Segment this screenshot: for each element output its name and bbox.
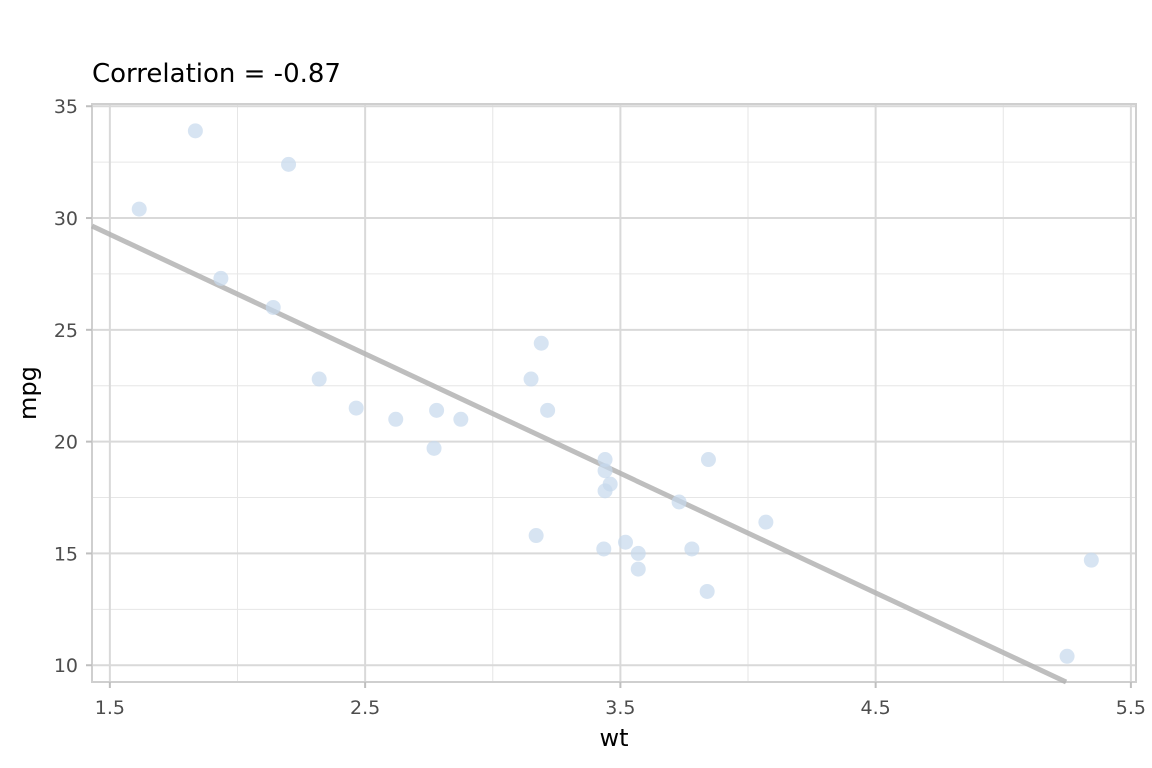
data-point bbox=[540, 402, 556, 418]
plot-panel-border bbox=[91, 103, 1137, 683]
data-point bbox=[523, 371, 539, 387]
fit-line-layer bbox=[90, 223, 1068, 685]
data-point bbox=[617, 534, 633, 550]
data-point bbox=[700, 452, 716, 468]
data-point bbox=[684, 541, 700, 557]
y-tick-label: 20 bbox=[54, 432, 78, 454]
x-tick-label: 4.5 bbox=[861, 697, 891, 719]
major-gridlines bbox=[92, 104, 1136, 682]
data-point bbox=[281, 156, 297, 172]
y-axis-title: mpg bbox=[14, 366, 42, 420]
data-point bbox=[596, 541, 612, 557]
data-point bbox=[1059, 648, 1075, 664]
data-point bbox=[671, 494, 687, 510]
data-point bbox=[597, 463, 613, 479]
y-tick-label: 30 bbox=[54, 208, 78, 230]
x-tick-label: 2.5 bbox=[350, 697, 380, 719]
y-tick-label: 25 bbox=[54, 320, 78, 342]
x-axis-title: wt bbox=[599, 724, 628, 752]
data-point bbox=[426, 440, 442, 456]
minor-gridlines bbox=[92, 104, 1136, 682]
data-point bbox=[187, 123, 203, 139]
data-point bbox=[453, 411, 469, 427]
data-point bbox=[348, 400, 364, 416]
data-point bbox=[311, 371, 327, 387]
data-point bbox=[528, 528, 544, 544]
data-point bbox=[699, 583, 715, 599]
x-tick-label: 3.5 bbox=[605, 697, 635, 719]
data-point bbox=[388, 411, 404, 427]
data-point bbox=[758, 514, 774, 530]
data-point bbox=[630, 545, 646, 561]
x-axis-ticks: 1.5 2.5 3.5 4.5 5.5 bbox=[95, 682, 1146, 719]
regression-line bbox=[90, 223, 1068, 685]
y-tick-label: 15 bbox=[54, 543, 78, 565]
data-point bbox=[630, 561, 646, 577]
data-point bbox=[131, 201, 147, 217]
data-point bbox=[533, 335, 549, 351]
data-point bbox=[429, 402, 445, 418]
data-point bbox=[1083, 552, 1099, 568]
points-layer bbox=[131, 123, 1099, 664]
x-tick-label: 5.5 bbox=[1116, 697, 1146, 719]
y-tick-label: 10 bbox=[54, 655, 78, 677]
data-point bbox=[265, 299, 281, 315]
x-tick-label: 1.5 bbox=[95, 697, 125, 719]
data-point bbox=[597, 452, 613, 468]
y-axis-ticks: 10 15 20 25 30 35 bbox=[54, 96, 92, 677]
chart-title: Correlation = -0.87 bbox=[92, 59, 341, 89]
data-point bbox=[213, 270, 229, 286]
data-point bbox=[597, 483, 613, 499]
y-tick-label: 35 bbox=[54, 96, 78, 118]
